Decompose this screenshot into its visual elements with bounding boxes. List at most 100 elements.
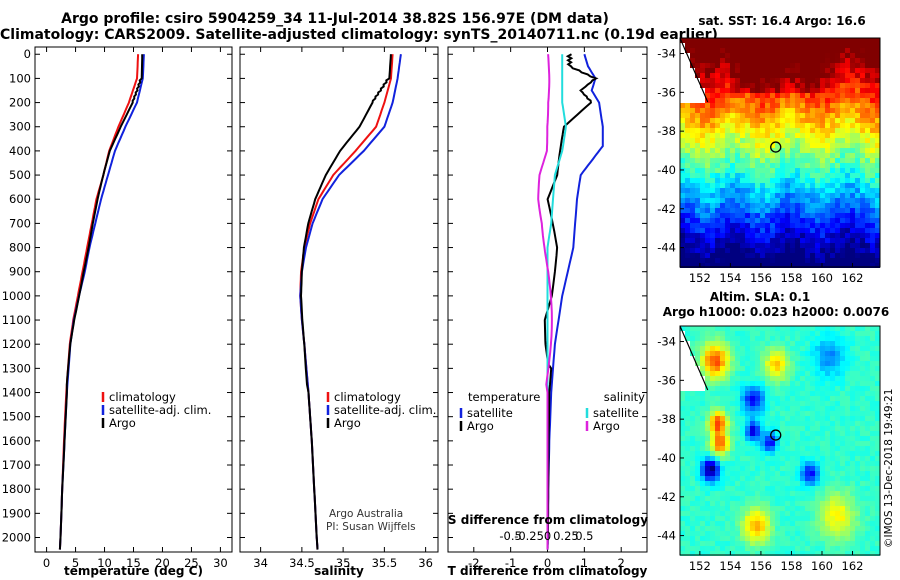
heatmap-cell [685, 501, 690, 506]
heatmap-cell [740, 178, 745, 183]
heatmap-cell [740, 386, 745, 391]
heatmap-cell [725, 148, 730, 153]
heatmap-cell [845, 551, 850, 556]
heatmap-cell [845, 366, 850, 371]
heatmap-cell [850, 526, 855, 531]
heatmap-cell [830, 98, 835, 103]
heatmap-cell [810, 63, 815, 68]
heatmap-cell [815, 441, 820, 446]
heatmap-cell [825, 446, 830, 451]
heatmap-cell [845, 128, 850, 133]
heatmap-cell [815, 481, 820, 486]
heatmap-cell [715, 78, 720, 83]
heatmap-cell [760, 248, 765, 253]
heatmap-cell [690, 336, 695, 341]
heatmap-cell [810, 48, 815, 53]
heatmap-cell [820, 336, 825, 341]
depth-tick-label: 1400 [2, 386, 31, 400]
heatmap-cell [800, 193, 805, 198]
heatmap-cell [720, 516, 725, 521]
heatmap-cell [735, 223, 740, 228]
heatmap-cell [765, 213, 770, 218]
heatmap-cell [725, 491, 730, 496]
heatmap-cell [820, 73, 825, 78]
heatmap-cell [715, 153, 720, 158]
heatmap-cell [755, 53, 760, 58]
heatmap-cell [805, 506, 810, 511]
heatmap-cell [810, 183, 815, 188]
heatmap-cell [750, 496, 755, 501]
heatmap-cell [800, 366, 805, 371]
depth-tick-label: 1100 [2, 313, 31, 327]
heatmap-cell [795, 153, 800, 158]
heatmap-cell [810, 346, 815, 351]
heatmap-cell [870, 511, 875, 516]
heatmap-cell [765, 516, 770, 521]
heatmap-cell [680, 381, 685, 386]
heatmap-cell [775, 536, 780, 541]
heatmap-cell [840, 173, 845, 178]
heatmap-cell [835, 168, 840, 173]
heatmap-cell [705, 183, 710, 188]
heatmap-cell [805, 531, 810, 536]
heatmap-cell [805, 98, 810, 103]
heatmap-cell [785, 446, 790, 451]
heatmap-cell [695, 113, 700, 118]
heatmap-cell [800, 153, 805, 158]
heatmap-cell [685, 461, 690, 466]
heatmap-cell [775, 233, 780, 238]
heatmap-cell [705, 471, 710, 476]
heatmap-cell [745, 401, 750, 406]
heatmap-cell [860, 406, 865, 411]
heatmap-cell [730, 193, 735, 198]
heatmap-cell [870, 521, 875, 526]
s-diff-axis-label: S difference from climatology [448, 513, 648, 527]
heatmap-cell [855, 133, 860, 138]
heatmap-cell [790, 128, 795, 133]
heatmap-cell [865, 168, 870, 173]
heatmap-cell [730, 541, 735, 546]
heatmap-cell [760, 406, 765, 411]
heatmap-cell [715, 178, 720, 183]
heatmap-cell [790, 531, 795, 536]
heatmap-cell [780, 78, 785, 83]
heatmap-cell [765, 128, 770, 133]
heatmap-cell [700, 511, 705, 516]
heatmap-cell [865, 476, 870, 481]
heatmap-cell [730, 108, 735, 113]
heatmap-cell [820, 536, 825, 541]
heatmap-cell [835, 68, 840, 73]
heatmap-cell [830, 481, 835, 486]
heatmap-cell [855, 138, 860, 143]
heatmap-cell [770, 153, 775, 158]
heatmap-cell [735, 238, 740, 243]
heatmap-cell [875, 208, 880, 213]
heatmap-cell [790, 501, 795, 506]
heatmap-cell [835, 546, 840, 551]
heatmap-cell [735, 183, 740, 188]
heatmap-cell [805, 263, 810, 268]
heatmap-cell [870, 501, 875, 506]
heatmap-cell [795, 193, 800, 198]
heatmap-cell [755, 178, 760, 183]
heatmap-cell [765, 93, 770, 98]
heatmap-cell [870, 381, 875, 386]
heatmap-cell [765, 501, 770, 506]
heatmap-cell [810, 58, 815, 63]
heatmap-cell [845, 218, 850, 223]
heatmap-cell [700, 58, 705, 63]
heatmap-cell [720, 98, 725, 103]
heatmap-cell [750, 526, 755, 531]
heatmap-cell [730, 491, 735, 496]
heatmap-cell [830, 511, 835, 516]
heatmap-cell [730, 138, 735, 143]
heatmap-cell [705, 68, 710, 73]
heatmap-cell [855, 173, 860, 178]
heatmap-cell [875, 361, 880, 366]
heatmap-cell [855, 541, 860, 546]
heatmap-cell [780, 258, 785, 263]
heatmap-cell [710, 43, 715, 48]
heatmap-cell [790, 386, 795, 391]
heatmap-cell [700, 426, 705, 431]
heatmap-cell [735, 68, 740, 73]
